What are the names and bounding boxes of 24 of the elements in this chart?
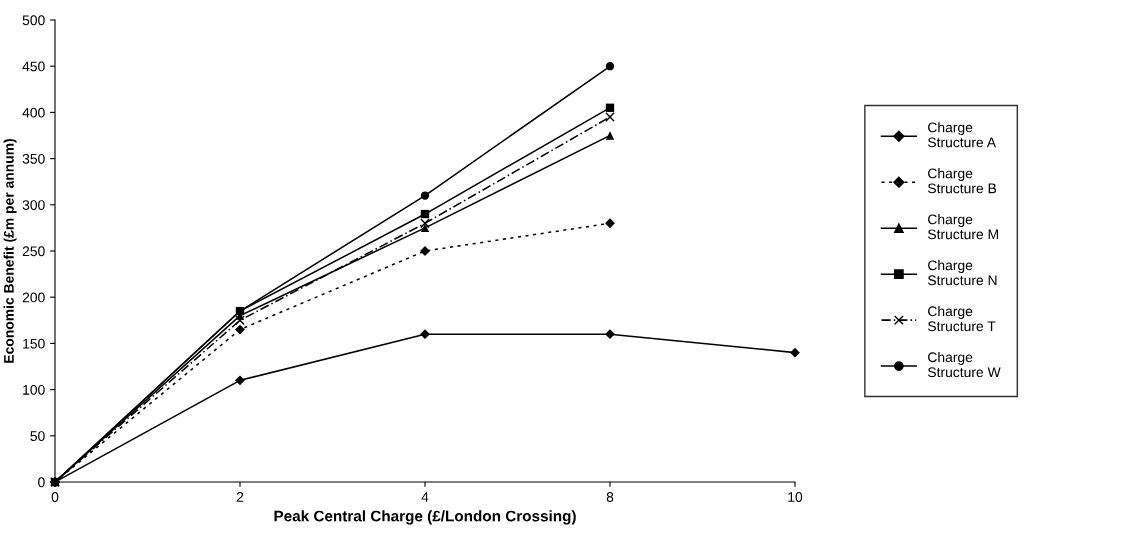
legend-label: Charge Structure N: [927, 260, 997, 286]
legend-label: Charge Structure B: [927, 168, 997, 194]
legend-label: Charge Structure T: [927, 305, 996, 332]
x-tick-label: 4: [421, 492, 429, 502]
y-tick-label: 300: [22, 200, 45, 210]
y-tick-label: 350: [22, 153, 45, 164]
y-tick-label: 500: [22, 15, 45, 26]
y-tick-label: 100: [23, 384, 45, 395]
y-tick-label: 450: [22, 61, 45, 72]
y-tick-label: 250: [22, 246, 45, 257]
legend-label: Charge Structure W: [927, 351, 1001, 378]
y-tick-label: 0: [38, 477, 45, 488]
legend-label: Charge Structure M: [927, 214, 998, 240]
x-tick-label: 2: [236, 492, 244, 502]
y-tick-label: 400: [22, 107, 45, 118]
y-tick-label: 150: [23, 338, 45, 349]
x-axis-title: Peak Central Charge (£/London Crossing): [274, 510, 576, 525]
y-axis-title: Economic Benefit (£m per annum): [3, 139, 17, 363]
x-tick-label: 10: [788, 492, 803, 502]
legend-label: Charge Structure A: [927, 122, 997, 148]
y-tick-label: 50: [30, 431, 45, 441]
x-tick-label: 0: [51, 492, 59, 502]
x-tick-label: 8: [606, 492, 614, 502]
y-tick-label: 200: [22, 292, 45, 303]
